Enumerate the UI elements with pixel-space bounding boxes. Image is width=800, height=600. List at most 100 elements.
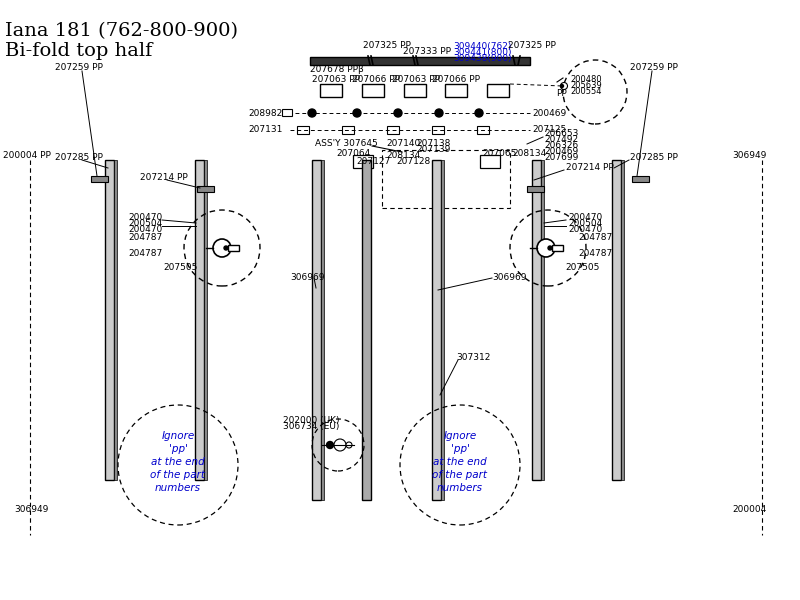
Bar	[105, 160, 114, 480]
Text: 207063 PP: 207063 PP	[312, 74, 360, 83]
Bar	[282, 109, 292, 116]
Text: 207492: 207492	[544, 136, 578, 145]
Bar	[312, 160, 321, 500]
Bar	[342, 126, 354, 134]
Bar	[432, 126, 444, 134]
Text: 200469: 200469	[544, 148, 578, 157]
Text: 309440(762): 309440(762)	[453, 41, 511, 50]
Bar	[382, 150, 510, 208]
Text: 207505: 207505	[565, 263, 599, 272]
Text: 306949: 306949	[14, 505, 48, 514]
Text: 200004 PP: 200004 PP	[3, 151, 51, 160]
Text: 200504: 200504	[128, 220, 162, 229]
Text: 309441(800): 309441(800)	[453, 47, 511, 56]
Text: 200504: 200504	[568, 220, 602, 229]
Text: 204787: 204787	[128, 248, 162, 257]
Bar	[310, 57, 530, 65]
Circle shape	[561, 85, 563, 88]
Bar	[321, 160, 324, 500]
Circle shape	[435, 109, 443, 117]
Text: 207285 PP: 207285 PP	[55, 154, 103, 163]
Text: 207259 PP: 207259 PP	[630, 64, 678, 73]
Bar	[541, 160, 544, 480]
Text: Bi-fold top half: Bi-fold top half	[5, 42, 152, 60]
Text: 207131: 207131	[248, 125, 282, 134]
Bar	[91, 176, 108, 182]
Text: 200470: 200470	[128, 214, 162, 223]
Text: Ignore
'pp'
at the end
of the part
numbers: Ignore 'pp' at the end of the part numbe…	[433, 431, 487, 493]
Circle shape	[308, 109, 316, 117]
Text: 207065: 207065	[482, 149, 516, 158]
Text: 207128: 207128	[396, 157, 430, 166]
Text: Iana 181 (762-800-900): Iana 181 (762-800-900)	[5, 22, 238, 40]
Bar	[353, 155, 373, 168]
Circle shape	[346, 442, 352, 448]
Bar	[527, 186, 544, 192]
Text: Ignore
'pp'
at the end
of the part
numbers: Ignore 'pp' at the end of the part numbe…	[150, 431, 206, 493]
Circle shape	[224, 246, 228, 250]
Text: 200554: 200554	[570, 88, 602, 97]
Text: 202000 (UK): 202000 (UK)	[283, 415, 339, 425]
Bar	[197, 186, 214, 192]
Bar	[632, 176, 649, 182]
Text: 207138: 207138	[416, 139, 450, 148]
Text: ASS'Y 307645: ASS'Y 307645	[315, 139, 378, 148]
Text: 306969: 306969	[290, 274, 325, 283]
Text: 200480: 200480	[570, 76, 602, 85]
Bar	[477, 126, 489, 134]
Text: 207127: 207127	[356, 157, 390, 166]
Text: 207699: 207699	[544, 154, 578, 163]
Circle shape	[334, 439, 346, 451]
Text: 208982: 208982	[248, 109, 282, 118]
Text: 200470: 200470	[568, 214, 602, 223]
Bar	[114, 160, 117, 480]
Text: 207064: 207064	[336, 149, 370, 158]
Bar	[621, 160, 624, 480]
Bar	[404, 84, 426, 97]
Text: 306949: 306949	[732, 151, 766, 160]
Text: 208134: 208134	[512, 149, 546, 158]
Text: 207325 PP: 207325 PP	[508, 41, 556, 50]
Text: 204787: 204787	[578, 233, 612, 242]
Circle shape	[213, 239, 231, 257]
Text: 204787: 204787	[578, 248, 612, 257]
Circle shape	[326, 442, 334, 449]
Text: 207325 PP: 207325 PP	[363, 40, 411, 49]
Text: 307312: 307312	[456, 353, 490, 362]
Text: 207214 PP: 207214 PP	[140, 173, 188, 182]
Text: 204787: 204787	[128, 233, 162, 242]
Text: 200470: 200470	[568, 226, 602, 235]
Bar	[195, 160, 204, 480]
Circle shape	[561, 82, 567, 89]
Circle shape	[353, 109, 361, 117]
Bar	[432, 160, 441, 500]
Bar	[320, 84, 342, 97]
Text: 206653: 206653	[544, 130, 578, 139]
Circle shape	[475, 109, 483, 117]
Bar	[441, 160, 444, 500]
Bar	[480, 155, 500, 168]
Text: 207066 PP: 207066 PP	[432, 74, 480, 83]
Circle shape	[537, 239, 555, 257]
Text: 207125: 207125	[532, 125, 566, 134]
Circle shape	[394, 109, 402, 117]
Text: 207285 PP: 207285 PP	[630, 154, 678, 163]
Text: 306969: 306969	[492, 274, 526, 283]
Bar	[362, 160, 371, 500]
Bar	[487, 84, 509, 97]
Text: 200470: 200470	[128, 226, 162, 235]
Text: 306734 (EU): 306734 (EU)	[283, 422, 339, 431]
Text: 207333 PP: 207333 PP	[403, 46, 451, 55]
Text: 207139: 207139	[416, 145, 450, 154]
Bar	[362, 84, 384, 97]
Bar	[532, 160, 541, 480]
Text: 205639: 205639	[570, 82, 602, 91]
Text: 207066 PP: 207066 PP	[352, 74, 400, 83]
Text: 207140: 207140	[386, 139, 420, 148]
Text: 207063 PP: 207063 PP	[392, 74, 440, 83]
Bar	[228, 245, 239, 251]
Text: 207214 PP: 207214 PP	[566, 163, 614, 173]
Bar	[445, 84, 467, 97]
Text: PP: PP	[556, 89, 566, 98]
Text: 200004: 200004	[732, 505, 766, 514]
